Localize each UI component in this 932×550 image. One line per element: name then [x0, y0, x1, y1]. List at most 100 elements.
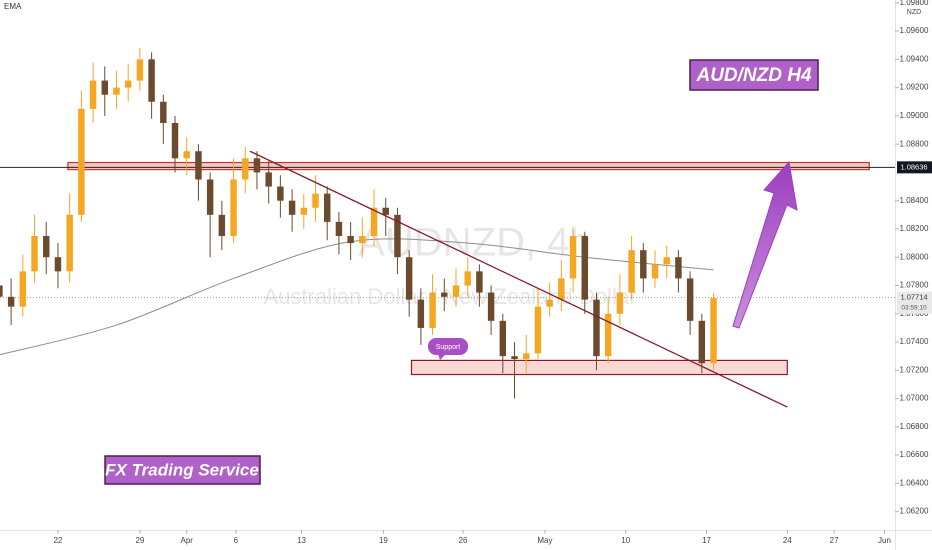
- candle-body: [593, 299, 600, 357]
- indicator-label: EMA: [4, 2, 22, 11]
- title-box: [689, 59, 819, 91]
- x-tick-label: May: [537, 536, 552, 545]
- candle-body: [31, 236, 38, 272]
- arrow: [732, 160, 798, 329]
- candle-body: [675, 257, 682, 279]
- candle-body: [78, 108, 85, 215]
- candle-body: [265, 172, 272, 187]
- y-tick-label: 1.06600: [900, 450, 929, 459]
- y-tick-label: 1.06200: [900, 507, 929, 516]
- candle-body: [534, 306, 542, 354]
- x-tick-label: 10: [621, 536, 630, 545]
- candle-body: [7, 296, 15, 307]
- candle-body: [347, 236, 354, 244]
- y-tick-label: 1.07800: [900, 281, 929, 290]
- y-tick-label: 1.09600: [900, 26, 929, 35]
- candle-body: [359, 236, 366, 244]
- candle-body: [183, 151, 190, 159]
- resistance-price-label: 1.08636: [900, 162, 927, 171]
- candle-body: [19, 271, 27, 307]
- candle-body: [441, 292, 448, 297]
- candle-body: [640, 250, 647, 279]
- y-tick-label: 1.07000: [900, 394, 929, 403]
- candle-body: [698, 320, 706, 364]
- y-tick-label: 1.06800: [900, 422, 929, 431]
- x-tick-label: 26: [459, 536, 468, 545]
- y-tick-label: 1.09000: [900, 111, 929, 120]
- candle-body: [710, 298, 717, 364]
- candle-body: [312, 193, 319, 208]
- candle-body: [569, 236, 577, 279]
- candle-body: [429, 292, 436, 328]
- candle-body: [206, 179, 214, 215]
- last-price-box: [897, 291, 932, 314]
- y-tick-label: 1.09400: [900, 54, 929, 63]
- candle-body: [546, 299, 553, 307]
- candle-body: [663, 257, 670, 265]
- candle-body: [54, 257, 62, 272]
- candle-body: [230, 179, 237, 237]
- plot: [0, 48, 895, 408]
- resistance-price-box: [897, 161, 932, 174]
- currency-label: NZD: [907, 9, 921, 16]
- candle-body: [405, 257, 413, 300]
- x-tick-label: Jun: [878, 536, 891, 545]
- support-zone: [410, 359, 788, 376]
- x-tick-label: Apr: [181, 536, 194, 545]
- candle-body: [218, 214, 226, 237]
- candle-body: [253, 158, 261, 173]
- y-tick-label: 1.08800: [900, 139, 929, 148]
- candle-body: [89, 80, 97, 109]
- candle-body: [277, 186, 284, 201]
- y-tick-label: 1.06400: [900, 478, 929, 487]
- x-tick-label: 17: [702, 536, 711, 545]
- y-tick-label: 1.09800: [900, 0, 929, 7]
- last-price-label: 1.07714: [900, 293, 927, 302]
- candle-body: [581, 236, 588, 300]
- y-tick-label: 1.08400: [900, 196, 929, 205]
- support-bubble: Support: [428, 338, 468, 360]
- y-tick-label: 1.08200: [900, 224, 929, 233]
- y-tick-label: 1.08000: [900, 252, 929, 261]
- x-tick-label: 29: [135, 536, 144, 545]
- candle-body: [417, 299, 425, 328]
- x-tick-label: 22: [53, 536, 62, 545]
- candle-body: [101, 80, 108, 95]
- candle-body: [148, 59, 155, 102]
- countdown-label: 03:59:10: [901, 304, 927, 311]
- x-tick-label: 19: [379, 536, 388, 545]
- candle-body: [628, 250, 635, 293]
- candle-body: [499, 320, 507, 357]
- candle-body: [195, 151, 202, 180]
- trendline: [249, 150, 788, 408]
- candle-body: [335, 221, 343, 237]
- candle-body: [288, 200, 296, 215]
- y-tick-label: 1.07200: [900, 365, 929, 374]
- footer-box: [104, 455, 261, 485]
- support-bubble-box: [428, 338, 468, 355]
- candle-body: [124, 80, 132, 88]
- candle-body: [604, 313, 612, 357]
- candle-body: [558, 278, 565, 300]
- watermark-name: Australian Dollar / New Zealand Dollar: [264, 284, 637, 309]
- candle-body: [160, 101, 167, 123]
- support-bubble-tail: [438, 354, 446, 360]
- candle-body: [323, 193, 331, 222]
- title: AUD/NZD H4: [695, 65, 811, 86]
- x-tick-label: 24: [783, 536, 792, 545]
- y-tick-label: 1.09200: [900, 83, 929, 92]
- candle-body: [394, 214, 401, 258]
- candle-body: [616, 292, 624, 314]
- candle-body: [382, 207, 389, 215]
- candle-body: [651, 264, 659, 279]
- candle-body: [113, 87, 120, 95]
- support-label: Support: [436, 344, 461, 351]
- candle-body: [523, 353, 530, 359]
- candle-body: [476, 271, 483, 293]
- resistance-zone: [67, 161, 870, 171]
- candle-body: [0, 285, 3, 297]
- y-tick-label: 1.07400: [900, 337, 929, 346]
- candle-body: [171, 122, 179, 159]
- candle-body: [136, 59, 144, 81]
